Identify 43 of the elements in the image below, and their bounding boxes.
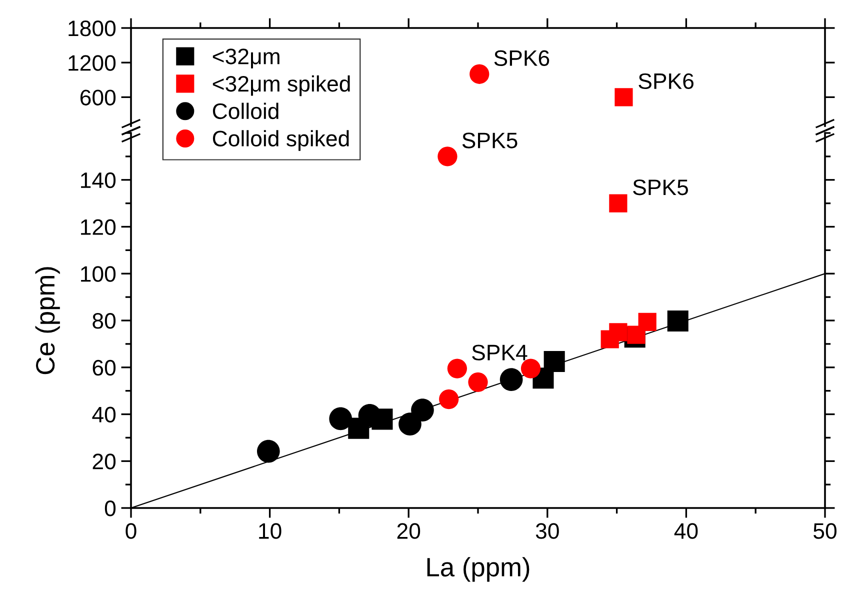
y-tick-label: 120 <box>81 219 116 236</box>
x-tick-label: 10 <box>259 523 282 539</box>
x-tick-label: 20 <box>397 523 420 539</box>
point <box>329 407 352 430</box>
y-tick-label: 40 <box>92 406 116 423</box>
x-tick-label: 30 <box>536 523 559 539</box>
point <box>544 350 565 372</box>
y-tick-label: 80 <box>92 313 116 329</box>
point <box>520 358 541 378</box>
y-tick-label: 60 <box>92 360 116 376</box>
y-tick-label: 140 <box>81 172 116 188</box>
legend-label: Colloid <box>212 102 278 120</box>
y-tick-label: 600 <box>80 90 116 106</box>
y-tick-label: 100 <box>81 266 116 282</box>
point <box>638 312 656 331</box>
annotation: SPK5 <box>633 179 688 196</box>
x-tick-label: 50 <box>814 523 836 539</box>
annotation: SPK5 <box>462 132 518 148</box>
point <box>667 310 688 332</box>
annotation: SPK4 <box>472 344 528 360</box>
point <box>411 398 434 422</box>
y-tick-label: 1200 <box>68 55 116 71</box>
annotation: SPK6 <box>638 73 694 90</box>
legend-label: <32μm spiked <box>212 75 350 96</box>
point <box>500 368 523 391</box>
y-tick-label: 1800 <box>68 20 116 36</box>
y-tick-label: 20 <box>92 454 116 470</box>
point <box>257 440 280 463</box>
y-axis-title: Ce (ppm) <box>35 267 60 374</box>
x-tick-label: 40 <box>674 523 698 539</box>
y-tick-label: 0 <box>104 500 116 516</box>
point <box>398 412 422 436</box>
legend-label: Colloid spiked <box>212 130 349 151</box>
x-axis-title: La (ppm) <box>427 557 530 582</box>
point <box>609 194 628 212</box>
point <box>468 372 488 392</box>
x-tick-label: 0 <box>126 523 136 539</box>
point <box>438 146 458 166</box>
legend-label: <32μm <box>212 48 280 68</box>
point <box>439 389 459 410</box>
point <box>609 323 628 342</box>
point <box>447 358 467 378</box>
annotation: SPK6 <box>494 50 550 66</box>
